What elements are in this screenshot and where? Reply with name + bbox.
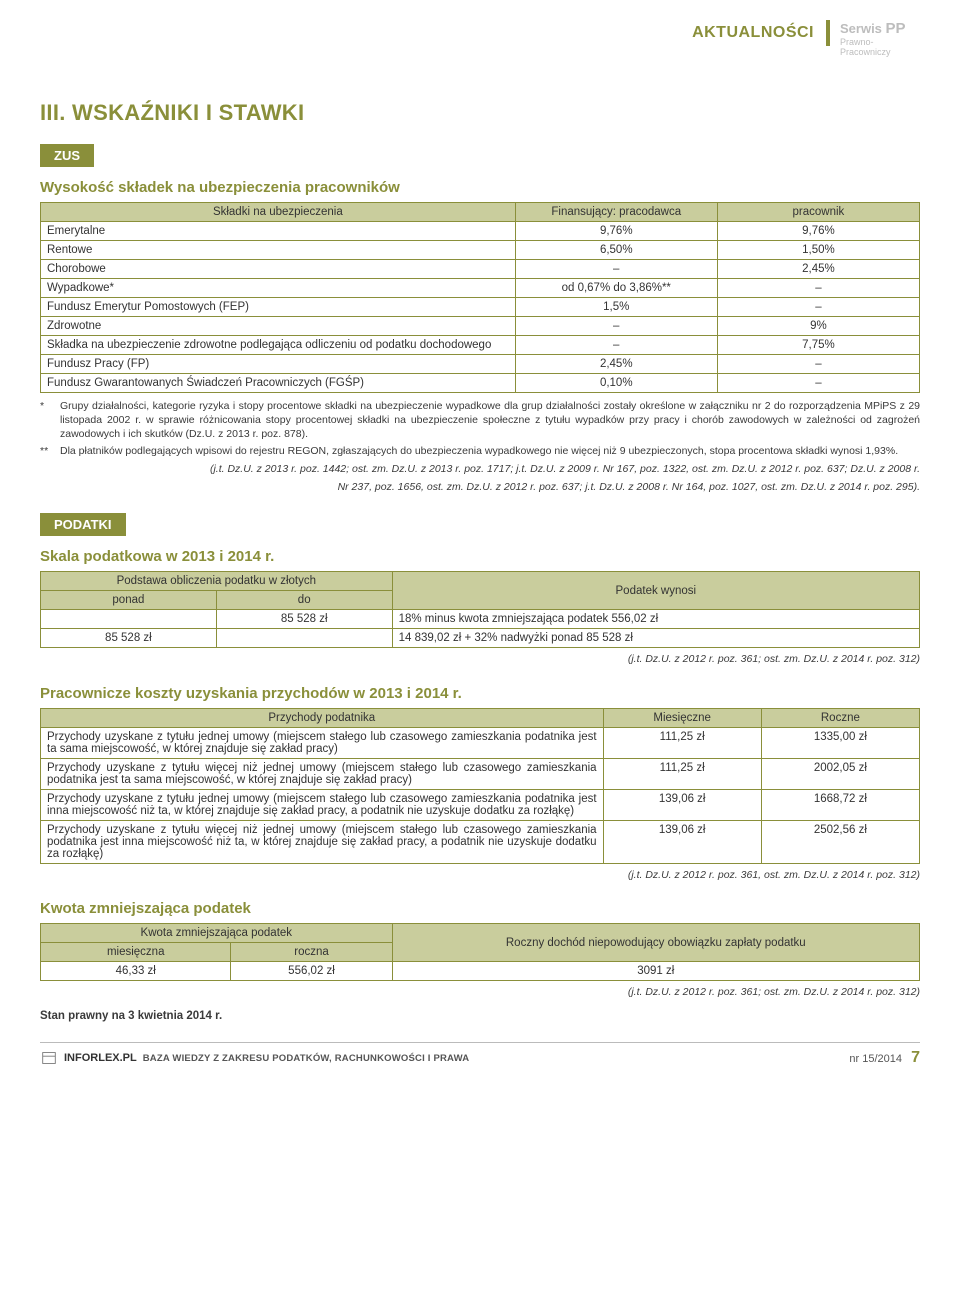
zus-col-2: Finansujący: pracodawca: [515, 203, 717, 222]
footer-page-num: 7: [911, 1049, 920, 1066]
footer-logo: INFORLEX.PL: [64, 1052, 137, 1064]
footer-tagline: BAZA WIEDZY Z ZAKRESU PODATKÓW, RACHUNKO…: [143, 1053, 470, 1064]
zus-tag: ZUS: [40, 144, 94, 167]
koszty-header-3: Roczne: [761, 708, 919, 727]
table-row: Przychody uzyskane z tytułu jednej umowy…: [41, 789, 920, 820]
page-title: III. WSKAŹNIKI I STAWKI: [40, 100, 920, 126]
table-row: Przychody uzyskane z tytułu więcej niż j…: [41, 820, 920, 863]
zus-citation-1: (j.t. Dz.U. z 2013 r. poz. 1442; ost. zm…: [40, 462, 920, 477]
footer-icon: [40, 1049, 58, 1067]
table-row: Wypadkowe*od 0,67% do 3,86%**–: [41, 279, 920, 298]
top-header: AKTUALNOŚCI Serwis PP Prawno-Pracowniczy: [40, 20, 920, 70]
kwota-table: Kwota zmniejszająca podatek Roczny dochó…: [40, 923, 920, 981]
table-row: 85 528 zł 18% minus kwota zmniejszająca …: [41, 610, 920, 629]
skala-header-podatek: Podatek wynosi: [392, 572, 919, 610]
kwota-citation: (j.t. Dz.U. z 2012 r. poz. 361; ost. zm.…: [40, 985, 920, 1000]
note-asterisk: **: [40, 444, 60, 458]
section-badge: AKTUALNOŚCI: [692, 20, 830, 46]
zus-subtitle: Wysokość składek na ubezpieczenia pracow…: [40, 179, 920, 196]
koszty-header-2: Miesięczne: [603, 708, 761, 727]
table-row: Przychody uzyskane z tytułu więcej niż j…: [41, 758, 920, 789]
brand-text-pp: PP: [886, 20, 906, 37]
table-row: Fundusz Gwarantowanych Świadczeń Pracown…: [41, 374, 920, 393]
table-row: Przychody uzyskane z tytułu jednej umowy…: [41, 727, 920, 758]
table-row: 85 528 zł 14 839,02 zł + 32% nadwyżki po…: [41, 629, 920, 648]
table-row: 46,33 zł 556,02 zł 3091 zł: [41, 962, 920, 981]
koszty-title: Pracownicze koszty uzyskania przychodów …: [40, 685, 920, 702]
table-row: Fundusz Emerytur Pomostowych (FEP)1,5%–: [41, 298, 920, 317]
table-row: Składka na ubezpieczenie zdrowotne podle…: [41, 336, 920, 355]
skala-header-do: do: [216, 591, 392, 610]
skala-title: Skala podatkowa w 2013 i 2014 r.: [40, 548, 920, 565]
table-row: Chorobowe–2,45%: [41, 260, 920, 279]
note-text: Dla płatników podlegających wpisowi do r…: [60, 444, 920, 458]
skala-header-podstawa: Podstawa obliczenia podatku w złotych: [41, 572, 393, 591]
kwota-header-kzp: Kwota zmniejszająca podatek: [41, 924, 393, 943]
brand-text-2: Prawno-Pracowniczy: [840, 37, 920, 57]
kwota-title: Kwota zmniejszająca podatek: [40, 900, 920, 917]
zus-col-1: Składki na ubezpieczenia: [41, 203, 516, 222]
brand-text-1: Serwis: [840, 21, 882, 36]
note-asterisk: *: [40, 399, 60, 442]
page-footer: INFORLEX.PL BAZA WIEDZY Z ZAKRESU PODATK…: [40, 1042, 920, 1067]
zus-citation-2: Nr 237, poz. 1656, ost. zm. Dz.U. z 2012…: [40, 480, 920, 495]
footer-issue: nr 15/2014: [849, 1053, 902, 1065]
note-text: Grupy działalności, kategorie ryzyka i s…: [60, 399, 920, 442]
kwota-header-mies: miesięczna: [41, 943, 231, 962]
kwota-header-rd: Roczny dochód niepowodujący obowiązku za…: [392, 924, 919, 962]
table-row: Rentowe6,50%1,50%: [41, 241, 920, 260]
podatki-tag: PODATKI: [40, 513, 126, 536]
koszty-header-1: Przychody podatnika: [41, 708, 604, 727]
brand-logo: Serwis PP Prawno-Pracowniczy: [840, 20, 920, 57]
koszty-table: Przychody podatnika Miesięczne Roczne Pr…: [40, 708, 920, 864]
koszty-citation: (j.t. Dz.U. z 2012 r. poz. 361, ost. zm.…: [40, 868, 920, 883]
zus-table: Składki na ubezpieczenia Finansujący: pr…: [40, 202, 920, 393]
skala-citation: (j.t. Dz.U. z 2012 r. poz. 361; ost. zm.…: [40, 652, 920, 667]
state-date: Stan prawny na 3 kwietnia 2014 r.: [40, 1010, 920, 1022]
table-row: Emerytalne9,76%9,76%: [41, 222, 920, 241]
zus-notes: *Grupy działalności, kategorie ryzyka i …: [40, 399, 920, 458]
table-row: Fundusz Pracy (FP)2,45%–: [41, 355, 920, 374]
table-row: Zdrowotne–9%: [41, 317, 920, 336]
skala-header-ponad: ponad: [41, 591, 217, 610]
skala-table: Podstawa obliczenia podatku w złotych Po…: [40, 571, 920, 648]
zus-col-3: pracownik: [717, 203, 919, 222]
kwota-header-rocz: roczna: [231, 943, 392, 962]
